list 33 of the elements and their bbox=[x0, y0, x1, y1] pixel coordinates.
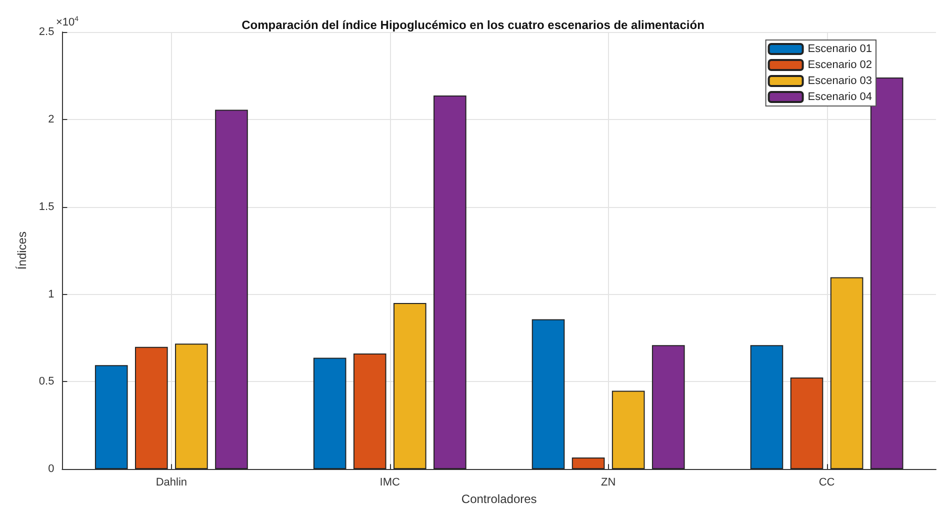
y-tick-label: 2 bbox=[48, 113, 54, 126]
y-tick-label: 0 bbox=[48, 463, 54, 476]
x-tick-label: CC bbox=[818, 476, 835, 489]
bar bbox=[790, 377, 824, 470]
bar bbox=[94, 365, 128, 470]
bar bbox=[215, 110, 248, 470]
bar bbox=[830, 277, 864, 470]
x-tick-label: IMC bbox=[380, 476, 400, 489]
bar bbox=[612, 390, 645, 470]
y-tick-label: 0.5 bbox=[38, 376, 54, 388]
bar bbox=[393, 303, 426, 470]
bar bbox=[750, 345, 784, 470]
bar bbox=[532, 319, 565, 470]
y-tick-label: 1.5 bbox=[38, 200, 54, 213]
legend-label: Escenario 01 bbox=[808, 43, 872, 55]
chart-title: Comparación del índice Hipoglucémico en los cuatro escenarios de alimentación bbox=[242, 18, 704, 32]
y-tick-label: 2.5 bbox=[38, 26, 54, 38]
bar bbox=[434, 95, 466, 470]
bar bbox=[134, 346, 168, 470]
legend-label: Escenario 03 bbox=[808, 75, 872, 87]
x-tick-label: ZN bbox=[600, 476, 616, 489]
y-tick-label: 1 bbox=[48, 288, 54, 300]
bar bbox=[652, 345, 685, 470]
bar bbox=[313, 358, 346, 470]
y-axis-title: Índices bbox=[15, 232, 29, 270]
x-tick-label: Dahlin bbox=[156, 476, 188, 489]
bar bbox=[870, 77, 904, 470]
legend-label: Escenario 02 bbox=[808, 59, 872, 71]
x-axis-title: Controladores bbox=[461, 492, 537, 506]
bar bbox=[175, 344, 208, 470]
legend-label: Escenario 04 bbox=[808, 91, 872, 103]
bar bbox=[353, 354, 386, 470]
bar bbox=[572, 458, 605, 470]
